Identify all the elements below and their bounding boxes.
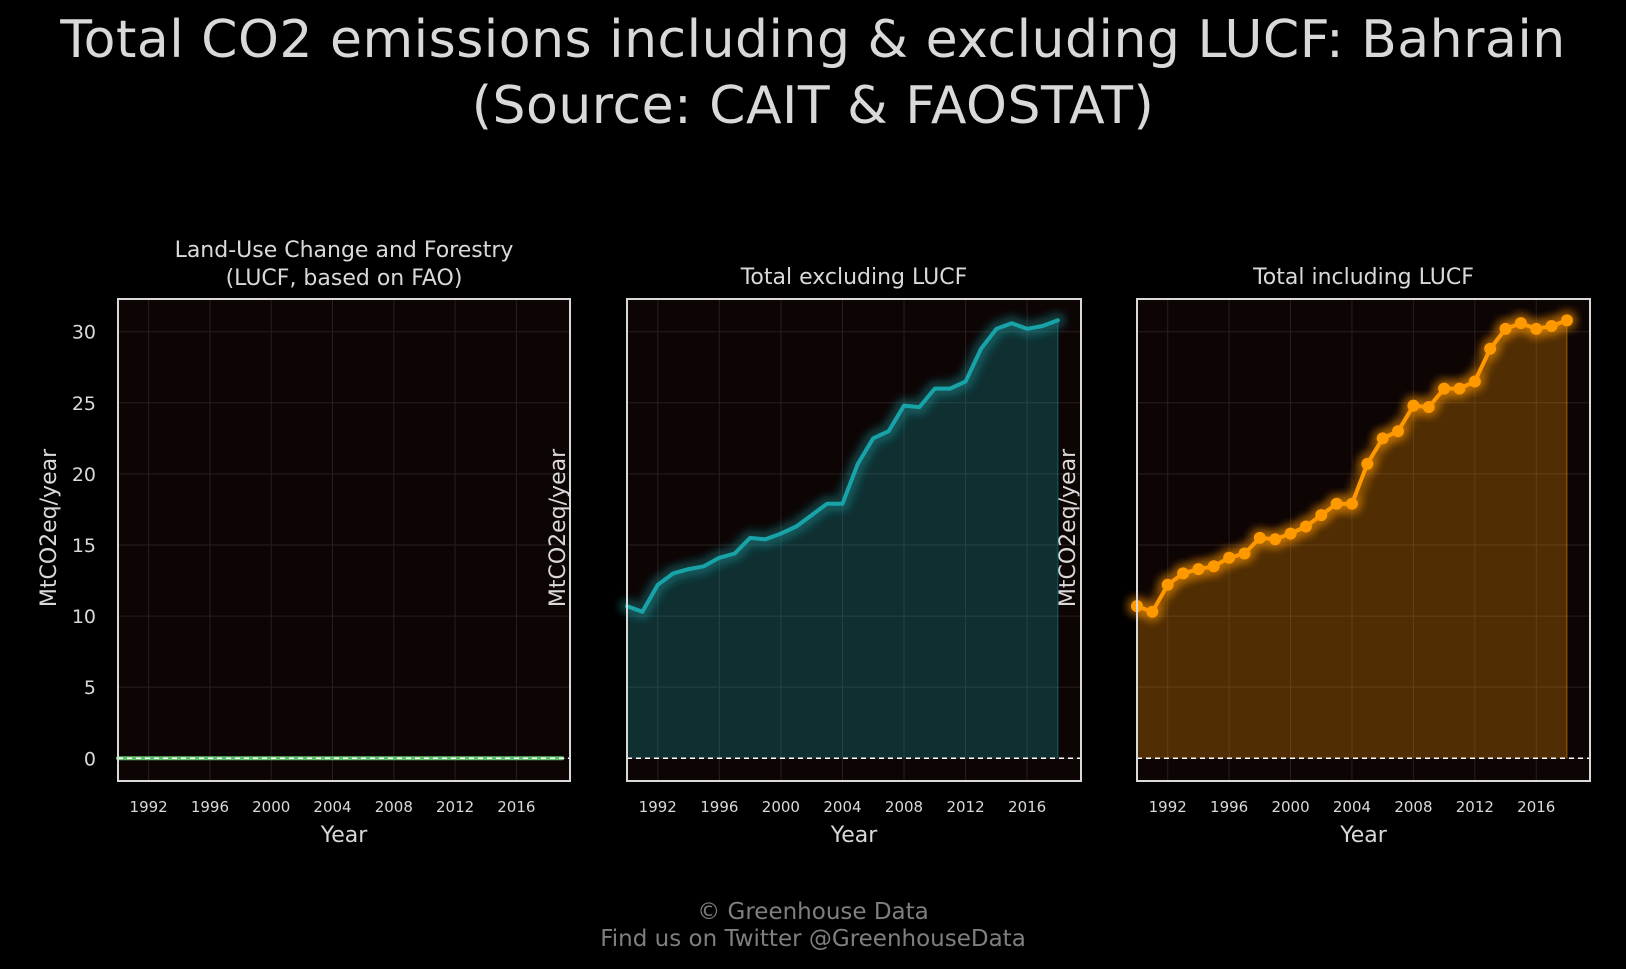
x-axis-label: Year: [320, 823, 369, 848]
data-point: [1499, 322, 1512, 335]
data-point: [1545, 320, 1558, 333]
x-tick-label: 2012: [436, 798, 474, 816]
data-point: [1161, 578, 1174, 591]
x-tick-label: 2004: [1333, 798, 1371, 816]
data-point: [1530, 322, 1543, 335]
x-tick-label: 2016: [497, 798, 535, 816]
y-tick-label: 5: [84, 677, 96, 699]
data-point: [1453, 382, 1466, 395]
data-point: [1330, 497, 1343, 510]
data-point: [1407, 399, 1420, 412]
x-tick-label: 1992: [1149, 798, 1187, 816]
data-point: [1392, 425, 1405, 438]
data-point: [1560, 314, 1573, 327]
data-point: [1207, 560, 1220, 573]
data-point: [1253, 531, 1266, 544]
x-tick-label: 2016: [1517, 798, 1555, 816]
data-point: [1438, 382, 1451, 395]
x-tick-label: 2008: [1394, 798, 1432, 816]
y-tick-label: 15: [72, 535, 96, 557]
x-tick-label: 1992: [639, 798, 677, 816]
x-tick-label: 2000: [252, 798, 290, 816]
y-axis-label: MtCO2eq/year: [1056, 448, 1081, 607]
chart-title: Total CO2 emissions including & excludin…: [60, 10, 1566, 70]
chart-panel-excluding: Total excluding LUCF 1992 1996 2000 2004 2008…: [546, 265, 1082, 848]
panel-title: Total excluding LUCF: [740, 265, 968, 290]
y-axis-label: MtCO2eq/year: [37, 448, 62, 607]
data-point: [1514, 317, 1527, 330]
panel-frame: [117, 298, 571, 782]
x-tick-label: 1992: [130, 798, 168, 816]
chart-panel-lucf: Land-Use Change and Forestry (LUCF, based…: [37, 238, 571, 848]
y-axis-label: MtCO2eq/year: [546, 448, 571, 607]
x-tick-label: 1996: [1210, 798, 1248, 816]
panel-frame: [1136, 298, 1591, 782]
x-axis-label: Year: [1339, 823, 1388, 848]
chart-subtitle: (Source: CAIT & FAOSTAT): [471, 76, 1155, 136]
series-line: [625, 318, 1060, 614]
series-area: [627, 320, 1058, 759]
data-point: [1146, 605, 1159, 618]
x-tick-label: 2000: [762, 798, 800, 816]
panel-background: [118, 299, 570, 781]
x-axis-label: Year: [830, 823, 879, 848]
x-tick-label: 1996: [700, 798, 738, 816]
panel-background: [1137, 299, 1590, 781]
data-point: [1484, 342, 1497, 355]
data-point: [1299, 520, 1312, 533]
y-tick-label: 20: [72, 464, 96, 486]
x-tick-label: 2008: [885, 798, 923, 816]
x-tick-label: 2000: [1271, 798, 1309, 816]
footer-copyright: © Greenhouse Data: [697, 899, 929, 925]
data-point: [1376, 432, 1389, 445]
data-point: [1345, 497, 1358, 510]
chart-panel-including: Total including LUCF 1992 1996 2000 2004 2008…: [1056, 265, 1591, 848]
panel-title: Land-Use Change and Forestry (LUCF, based…: [175, 238, 514, 291]
x-tick-label: 2016: [1008, 798, 1046, 816]
y-tick-label: 25: [72, 393, 96, 415]
series-area: [1137, 320, 1567, 759]
x-tick-label: 2008: [375, 798, 413, 816]
data-point: [1177, 567, 1190, 580]
panel-title: Total including LUCF: [1252, 265, 1474, 290]
data-point: [1468, 375, 1481, 388]
data-point: [1223, 551, 1236, 564]
x-tick-label: 2012: [946, 798, 984, 816]
data-point: [1361, 457, 1374, 470]
x-tick-label: 2004: [313, 798, 351, 816]
data-point: [1238, 547, 1251, 560]
x-tick-label: 2012: [1456, 798, 1494, 816]
y-tick-label: 10: [72, 606, 96, 628]
data-point: [1422, 401, 1435, 414]
data-point: [1269, 533, 1282, 546]
data-point: [1284, 527, 1297, 540]
footer-twitter: Find us on Twitter @GreenhouseData: [600, 926, 1026, 952]
y-tick-label: 0: [84, 748, 96, 770]
data-point: [1315, 509, 1328, 522]
data-point: [1192, 563, 1205, 576]
panel-background: [627, 299, 1081, 781]
panel-frame: [626, 298, 1082, 782]
y-tick-label: 30: [72, 322, 96, 344]
x-tick-label: 1996: [191, 798, 229, 816]
x-tick-label: 2004: [823, 798, 861, 816]
